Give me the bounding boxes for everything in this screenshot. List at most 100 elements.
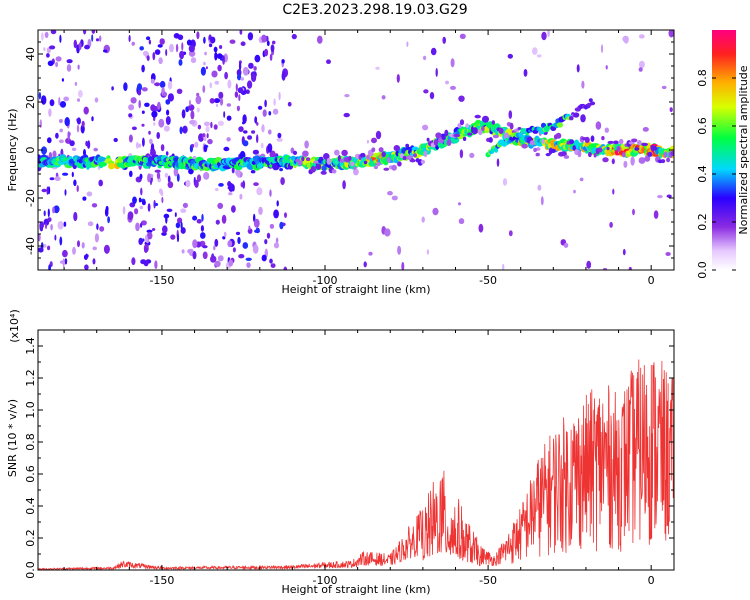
noise-mark xyxy=(423,55,427,61)
noise-mark xyxy=(271,40,276,45)
halo-mark xyxy=(387,157,391,163)
halo-mark xyxy=(435,132,442,139)
noise-mark xyxy=(175,222,181,229)
halo-mark xyxy=(378,147,384,153)
noise-mark xyxy=(217,255,224,262)
spectral-mark xyxy=(321,165,327,172)
noise-mark xyxy=(196,219,202,224)
noise-mark xyxy=(69,140,75,147)
noise-mark xyxy=(59,128,63,133)
noise-mark xyxy=(63,221,67,227)
halo-mark xyxy=(360,152,366,158)
noise-mark xyxy=(261,34,267,43)
noise-mark xyxy=(165,49,168,56)
halo-mark xyxy=(420,159,426,164)
noise-mark xyxy=(264,99,267,108)
branch-mark xyxy=(543,125,550,132)
noise-mark xyxy=(93,147,98,152)
noise-mark xyxy=(276,200,279,207)
noise-mark xyxy=(191,143,195,148)
noise-mark xyxy=(234,91,239,98)
noise-mark xyxy=(237,73,242,81)
halo-mark xyxy=(301,156,305,162)
noise-mark xyxy=(242,180,246,189)
y-tick-label: -40 xyxy=(24,237,37,255)
halo-mark xyxy=(634,147,640,151)
halo-mark xyxy=(517,127,522,130)
noise-mark xyxy=(41,146,47,155)
noise-mark xyxy=(406,41,409,47)
bottom-y-axis-label: SNR (10 * v/v) xyxy=(6,399,19,477)
halo-mark xyxy=(541,138,545,144)
noise-mark xyxy=(279,168,283,172)
noise-mark xyxy=(41,188,47,193)
noise-mark xyxy=(131,41,135,46)
noise-mark xyxy=(52,206,55,214)
noise-mark xyxy=(39,119,42,129)
noise-mark xyxy=(246,262,251,268)
halo-mark xyxy=(381,151,386,158)
noise-mark xyxy=(396,74,400,83)
noise-mark xyxy=(236,105,240,112)
noise-mark xyxy=(247,80,253,89)
noise-mark xyxy=(219,97,224,106)
noise-mark xyxy=(217,64,222,72)
noise-mark xyxy=(64,117,70,127)
noise-mark xyxy=(152,52,156,61)
noise-mark xyxy=(87,140,91,149)
noise-mark xyxy=(251,73,257,82)
noise-mark xyxy=(177,217,183,224)
noise-mark xyxy=(209,82,213,89)
noise-mark xyxy=(223,111,226,118)
noise-mark xyxy=(78,90,83,98)
noise-mark xyxy=(140,222,143,228)
noise-mark xyxy=(103,49,108,53)
noise-mark xyxy=(211,253,215,260)
noise-mark xyxy=(226,115,232,121)
noise-mark xyxy=(72,246,76,255)
noise-mark xyxy=(92,258,96,265)
noise-mark xyxy=(154,82,161,87)
spectral-mark xyxy=(108,162,115,170)
noise-mark xyxy=(203,121,210,127)
halo-mark xyxy=(310,166,316,173)
colorbar-tick-label: 0.8 xyxy=(696,69,709,87)
noise-mark xyxy=(190,57,197,64)
halo-mark xyxy=(474,114,481,119)
noise-mark xyxy=(231,184,235,192)
noise-mark xyxy=(268,129,272,135)
noise-mark xyxy=(245,257,252,261)
noise-mark xyxy=(141,123,145,127)
snr-panel: -150 -100 -50 0 0.0 0.2 0.4 0.6 0.8 1.0 1.2 1.4 xyxy=(24,329,675,587)
halo-mark xyxy=(302,150,309,157)
noise-mark xyxy=(179,50,185,60)
noise-mark xyxy=(38,247,44,253)
noise-mark xyxy=(218,183,224,187)
noise-mark xyxy=(74,81,78,86)
noise-mark xyxy=(81,242,85,249)
noise-mark xyxy=(226,137,231,142)
halo-mark xyxy=(653,145,658,151)
noise-mark xyxy=(653,210,659,219)
noise-mark xyxy=(228,259,234,267)
halo-mark xyxy=(613,140,619,145)
noise-mark xyxy=(208,43,213,48)
noise-mark xyxy=(85,140,88,147)
x-tick-label: 0 xyxy=(648,274,655,287)
noise-mark xyxy=(250,170,256,174)
noise-mark xyxy=(240,41,246,46)
noise-mark xyxy=(273,209,279,219)
noise-mark xyxy=(211,70,218,78)
halo-mark xyxy=(405,143,410,148)
noise-mark xyxy=(278,91,281,101)
noise-mark xyxy=(99,226,105,232)
noise-mark xyxy=(227,79,232,89)
noise-mark xyxy=(254,116,258,124)
noise-mark xyxy=(188,104,195,111)
noise-mark xyxy=(77,64,80,70)
noise-mark xyxy=(496,158,500,167)
noise-mark xyxy=(71,147,77,151)
noise-mark xyxy=(256,187,263,196)
halo-mark xyxy=(535,152,540,157)
noise-mark xyxy=(458,202,461,206)
